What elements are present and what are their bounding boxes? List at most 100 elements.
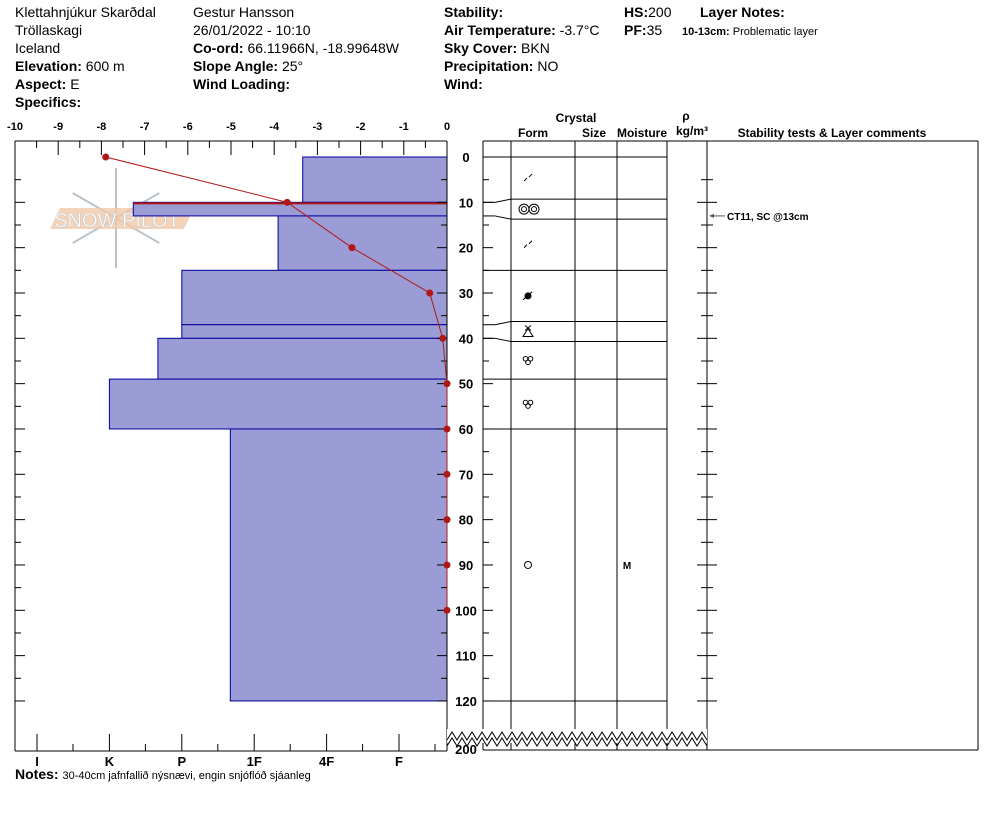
depth-tick-label: 100	[455, 603, 477, 618]
layer-note: 10-13cm: Problematic layer	[682, 26, 818, 38]
temp-tick-label: -3	[313, 121, 323, 133]
temp-tick-label: -2	[356, 121, 366, 133]
decomposing-form-icon	[528, 173, 533, 178]
snowpilot-logo: SNOW PILOT	[50, 168, 194, 268]
col-size: Size	[582, 126, 606, 140]
observer: Gestur Hansson	[193, 4, 295, 20]
hardness-tick-label: 1F	[247, 754, 262, 769]
decomposing-form-icon	[528, 240, 533, 245]
country: Iceland	[15, 40, 61, 56]
temperature-point	[348, 244, 356, 252]
layer-connector	[494, 215, 512, 220]
hardness-bar	[277, 215, 448, 271]
notes: Notes: 30-40cm jafnfallið nýsnævi, engin…	[15, 766, 311, 782]
location: Klettahnjúkur Skarðdal	[15, 4, 156, 20]
layer-connector	[494, 337, 512, 343]
hardness-tick-label: K	[105, 754, 115, 769]
temp-tick-label: -9	[53, 121, 63, 133]
melt-form-icon	[521, 206, 527, 213]
hardness-tick-label: 4F	[319, 754, 334, 769]
air-temperature: Air Temperature: -3.7°C	[444, 22, 600, 38]
temp-tick-label: -5	[226, 121, 236, 133]
datetime: 26/01/2022 - 10:10	[193, 22, 311, 38]
temperature-point	[443, 380, 451, 388]
hs: HS:200	[624, 4, 672, 20]
hardness-tick-label: F	[395, 754, 403, 769]
layer-notes-label: Layer Notes:	[700, 4, 785, 20]
depth-tick-label: 20	[459, 241, 473, 256]
layer-connector	[494, 321, 512, 326]
col-moisture: Moisture	[617, 126, 667, 140]
region: Tröllaskagi	[15, 22, 83, 38]
temp-tick-label: -4	[269, 121, 280, 133]
decomposing-form-icon	[523, 244, 528, 249]
temperature-point	[443, 516, 451, 524]
col-comments: Stability tests & Layer comments	[738, 126, 927, 140]
melt-form-icon	[528, 203, 540, 215]
depth-break-zigzag	[446, 737, 708, 747]
col-density: kg/m³	[676, 124, 708, 138]
hardness-bar	[157, 337, 448, 380]
depth-tick-label: 40	[459, 331, 473, 346]
depth-tick-label: 70	[459, 467, 473, 482]
hardness-tick-label: P	[177, 754, 186, 769]
elevation: Elevation: 600 m	[15, 58, 125, 74]
hardness-bar	[229, 428, 448, 702]
temp-tick-label: -8	[97, 121, 107, 133]
hardness-bar	[108, 378, 448, 430]
temperature-point	[443, 425, 451, 433]
temperature-point	[426, 289, 434, 297]
depth-tick-label: 90	[459, 558, 473, 573]
decomposing-form-icon	[523, 177, 528, 182]
temperature-point	[283, 198, 291, 206]
arrow-head-icon	[709, 213, 714, 218]
depth-tick-label: 80	[459, 513, 473, 528]
specifics: Specifics:	[15, 94, 82, 110]
slope-angle: Slope Angle: 25°	[193, 58, 304, 74]
moisture-value: M	[623, 561, 631, 572]
depth-tick-label: 200	[455, 742, 477, 757]
hardness-bar	[181, 269, 448, 326]
precipitation: Precipitation: NO	[444, 58, 559, 74]
temp-tick-label: -10	[7, 121, 23, 133]
faceted-icon	[522, 327, 534, 338]
depth-tick-label: 10	[459, 195, 473, 210]
rounded-faceted-icon	[522, 291, 533, 301]
wind: Wind:	[444, 76, 483, 92]
depth-tick-label: 0	[462, 150, 469, 165]
depth-tick-label: 60	[459, 422, 473, 437]
aspect: Aspect: E	[15, 76, 80, 92]
col-form: Form	[518, 126, 548, 140]
temperature-point	[443, 606, 451, 614]
sky-cover: Sky Cover: BKN	[444, 40, 550, 56]
temperature-point	[102, 153, 110, 161]
depth-tick-label: 30	[459, 286, 473, 301]
depth-tick-label: 50	[459, 377, 473, 392]
col-rho: ρ	[682, 109, 689, 123]
temperature-point	[439, 334, 447, 342]
temp-tick-label: 0	[444, 121, 450, 133]
hardness-tick-label: I	[35, 754, 39, 769]
faceted-icon	[524, 325, 532, 331]
melt-form-icon	[531, 206, 537, 213]
hardness-bar	[302, 156, 448, 203]
temperature-point	[443, 470, 451, 478]
melt-form-icon	[518, 203, 530, 215]
depth-tick-label: 110	[456, 649, 477, 664]
depth-break-zigzag	[446, 731, 708, 741]
wind-loading: Wind Loading:	[193, 76, 291, 92]
col-crystal: Crystal	[556, 111, 597, 125]
melt-cluster-icon	[525, 359, 531, 366]
pf: PF:35	[624, 22, 663, 38]
melt-freeze-icon	[524, 560, 532, 569]
stability: Stability:	[444, 4, 504, 20]
temp-tick-label: -6	[183, 121, 193, 133]
temp-tick-label: -1	[399, 121, 409, 133]
melt-cluster-icon	[525, 403, 531, 409]
layer-connector	[494, 198, 512, 203]
depth-tick-label: 120	[455, 694, 477, 709]
temperature-point	[443, 561, 451, 569]
hardness-bar	[181, 324, 448, 339]
